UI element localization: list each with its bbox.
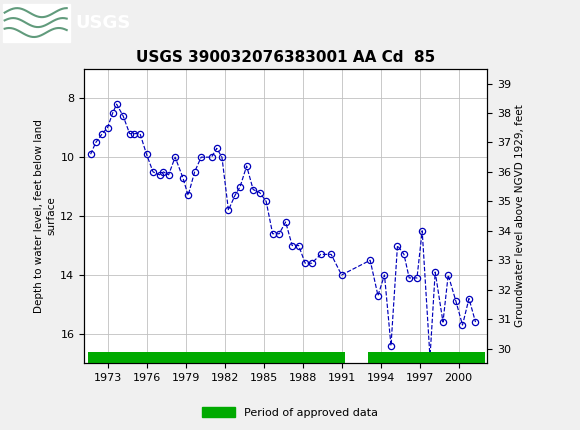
Title: USGS 390032076383001 AA Cd  85: USGS 390032076383001 AA Cd 85 [136,50,435,65]
Text: USGS: USGS [75,14,130,31]
Y-axis label: Depth to water level, feet below land
surface: Depth to water level, feet below land su… [34,119,56,313]
Y-axis label: Groundwater level above NGVD 1929, feet: Groundwater level above NGVD 1929, feet [515,104,525,328]
Bar [3,3,70,42]
Legend: Period of approved data: Period of approved data [197,403,383,422]
